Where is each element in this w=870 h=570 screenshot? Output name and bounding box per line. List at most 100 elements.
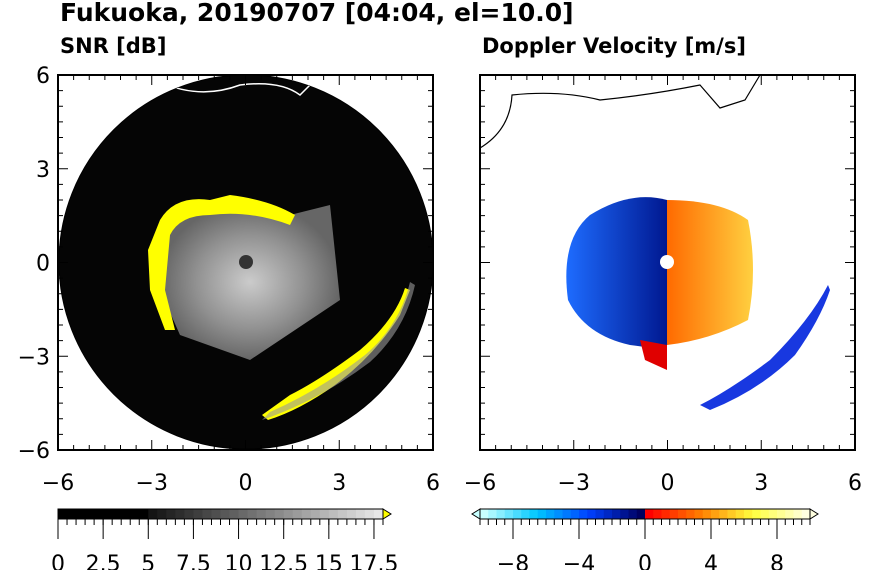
colorbar-cell [148, 509, 158, 519]
colorbar-cell [752, 509, 761, 519]
colorbar-cell [139, 509, 149, 519]
colorbar-cell [570, 509, 580, 519]
colorbar-cell [727, 509, 737, 519]
colorbar-cell [620, 509, 629, 519]
x-tick-label: −3 [136, 471, 168, 496]
colorbar-cell [661, 509, 671, 519]
colorbar-cell [504, 509, 514, 519]
x-tick-label: 0 [661, 471, 675, 496]
colorbar-cell [220, 509, 231, 519]
y-tick-label: −6 [18, 439, 50, 464]
colorbar-cell [480, 509, 489, 519]
colorbar-cell [85, 509, 95, 519]
y-tick-label: 6 [36, 64, 50, 89]
colorbar-cell [238, 509, 249, 519]
colorbar-label: 15 [315, 552, 343, 570]
colorbar-extend-min [471, 508, 481, 520]
colorbar-cell [301, 509, 312, 519]
colorbar-cell [121, 509, 131, 519]
colorbar-cell [579, 509, 588, 519]
doppler-echo [566, 197, 830, 410]
colorbar-cell [364, 509, 375, 519]
colorbar-cell [184, 509, 194, 519]
colorbar-label: 10 [225, 552, 253, 570]
colorbar-label: 0 [638, 552, 652, 570]
colorbar-cell [157, 509, 167, 519]
colorbar-label: 8 [770, 552, 784, 570]
colorbar-cell [628, 509, 638, 519]
figure-title: Fukuoka, 20190707 [04:04, el=10.0] [60, 0, 574, 27]
colorbar-cell [554, 509, 563, 519]
colorbar-extend-max [809, 508, 819, 520]
colorbar-cell [669, 509, 679, 519]
colorbar-cell [513, 509, 522, 519]
colorbar-cell [768, 509, 778, 519]
colorbar-cell [373, 509, 384, 519]
colorbar-label: 7.5 [176, 552, 211, 570]
colorbar-cell [653, 509, 662, 519]
colorbar-cell [103, 509, 113, 519]
colorbar-label: −8 [497, 552, 529, 570]
doppler-panel [479, 74, 856, 451]
colorbar-cell [193, 509, 203, 519]
y-tick-label: 0 [36, 252, 50, 277]
colorbar-cell [76, 509, 86, 519]
colorbar-cell [488, 509, 497, 519]
colorbar-cell [319, 509, 330, 519]
colorbar-extend-max [382, 508, 392, 520]
x-tick-label: 0 [239, 471, 253, 496]
colorbar-cell [678, 509, 687, 519]
snr-panel-title: SNR [dB] [60, 34, 167, 58]
colorbar-cell [694, 509, 704, 519]
colorbar-cell [175, 509, 185, 519]
colorbar-cell [603, 509, 613, 519]
colorbar-cell [529, 509, 539, 519]
y-tick-label: −3 [18, 345, 50, 370]
colorbar-cell [328, 509, 339, 519]
colorbar-cell [67, 509, 77, 519]
colorbar-cell [355, 509, 366, 519]
x-tick-label: 3 [754, 471, 768, 496]
colorbar-cell [645, 509, 654, 519]
snr-echo [148, 75, 415, 420]
x-tick-label: 3 [332, 471, 346, 496]
colorbar-cell [686, 509, 695, 519]
colorbar-cell [346, 509, 357, 519]
colorbar-cell [265, 509, 276, 519]
x-tick-label: 6 [426, 471, 440, 496]
colorbar-cell [744, 509, 753, 519]
colorbar-cell [274, 509, 285, 519]
colorbar-cell [711, 509, 720, 519]
colorbar-cell [58, 509, 68, 519]
snr-panel [57, 74, 434, 451]
colorbar-cell [229, 509, 240, 519]
colorbar-cell [702, 509, 712, 519]
colorbar-cell [587, 509, 596, 519]
colorbar-cell [612, 509, 621, 519]
colorbar-cell [546, 509, 555, 519]
x-tick-label: −6 [42, 471, 74, 496]
colorbar-label: 0 [51, 552, 65, 570]
colorbar-cell [130, 509, 140, 519]
y-tick-label: 3 [36, 158, 50, 183]
colorbar-cell [801, 509, 811, 519]
x-tick-label: −3 [558, 471, 590, 496]
colorbar-cell [719, 509, 728, 519]
colorbar-cell [562, 509, 572, 519]
colorbar-label: 12.5 [259, 552, 308, 570]
colorbar-cell [636, 509, 646, 519]
colorbar-label: 4 [704, 552, 718, 570]
x-tick-label: 6 [848, 471, 862, 496]
colorbar-cell [595, 509, 605, 519]
colorbar-label: 2.5 [86, 552, 121, 570]
colorbar-cell [256, 509, 267, 519]
colorbar-cell [202, 509, 212, 519]
colorbar-label: 5 [141, 552, 155, 570]
colorbar-cell [777, 509, 786, 519]
colorbar-cell [521, 509, 530, 519]
coastline [479, 74, 761, 149]
colorbar-cell [166, 509, 176, 519]
colorbar-cell [211, 509, 221, 519]
colorbar-label: −4 [563, 552, 595, 570]
